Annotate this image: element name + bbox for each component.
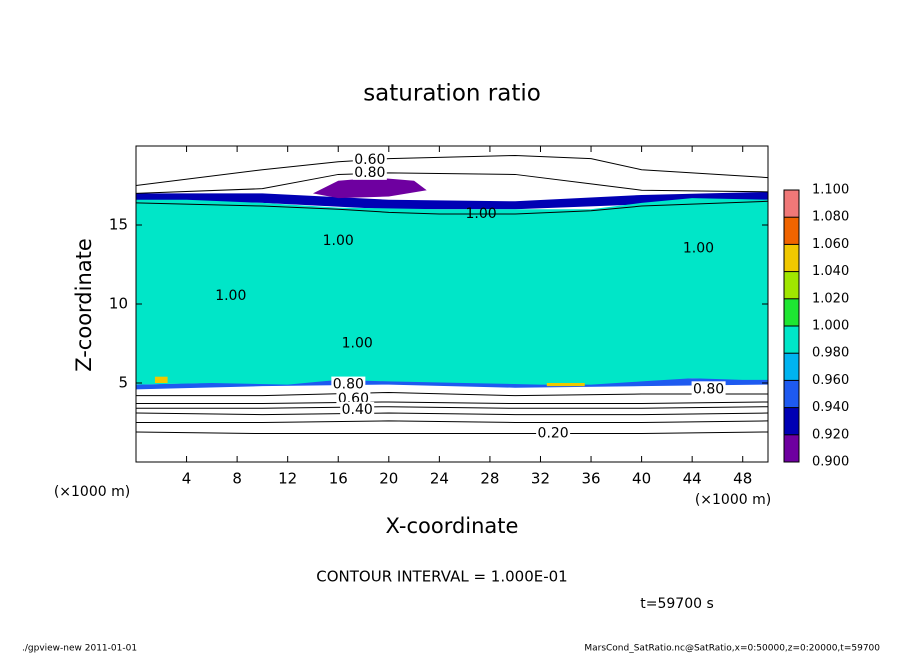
y-tick-label: 15 (109, 216, 128, 234)
colorbar-tick-label: 1.100 (812, 183, 849, 198)
contour-label-bg (331, 376, 366, 392)
shaded-region (136, 191, 768, 210)
contour-label: 1.00 (215, 288, 246, 304)
contour-line (136, 406, 768, 409)
footer-right: MarsCond_SatRatio.nc@SatRatio,x=0:50000,… (584, 644, 880, 654)
y-axis-label: Z-coordinate (72, 238, 96, 372)
contour-line (136, 154, 768, 186)
colorbar-tick-label: 1.020 (812, 291, 849, 306)
contour-label-bg (536, 425, 571, 441)
x-unit-right: (×1000 m) (695, 492, 771, 508)
x-tick-label: 28 (480, 470, 499, 488)
x-tick-label: 4 (182, 470, 192, 488)
colorbar-bin (784, 407, 799, 435)
contour-label-bg (691, 381, 726, 397)
contour-label: 1.00 (342, 336, 373, 352)
contour-label: 0.20 (538, 426, 569, 442)
contour-label: 1.00 (465, 206, 496, 222)
colorbar-bin (784, 298, 799, 326)
colorbar-bin (784, 217, 799, 245)
contour-line (136, 420, 768, 423)
x-tick-label: 24 (430, 470, 449, 488)
contour-label: 0.80 (333, 377, 364, 393)
colorbar-tick-label: 0.920 (812, 427, 849, 442)
colorbar-tick-label: 1.000 (812, 319, 849, 334)
x-tick-label: 44 (683, 470, 702, 488)
colorbar-tick-label: 1.040 (812, 264, 849, 279)
x-tick-label: 16 (329, 470, 348, 488)
colorbar-bin (784, 326, 799, 354)
x-tick-label: 32 (531, 470, 550, 488)
contour-line (136, 172, 768, 194)
x-tick-label: 8 (232, 470, 242, 488)
contour-line (136, 200, 768, 215)
chart-title: saturation ratio (363, 81, 541, 107)
field: 0.600.801.001.001.001.001.000.800.600.40… (136, 152, 768, 442)
colorbar-bin (784, 271, 799, 299)
x-tick-label: 48 (733, 470, 752, 488)
contour-line (136, 431, 768, 435)
shaded-region (154, 376, 168, 383)
colorbar-tick-label: 0.980 (812, 346, 849, 361)
colorbar-bin (784, 353, 799, 381)
colorbar-tick-label: 0.900 (812, 455, 849, 470)
contour-line (136, 401, 768, 405)
contour-label: 1.00 (323, 233, 354, 249)
contour-line (136, 412, 768, 416)
colorbar-bin (784, 434, 799, 462)
contour-label: 0.40 (342, 402, 373, 418)
shaded-region (312, 177, 427, 199)
plot-area: 0.600.801.001.001.001.001.000.800.600.40… (109, 145, 849, 488)
x-tick-label: 20 (379, 470, 398, 488)
contour-line (136, 391, 768, 397)
contour-interval: CONTOUR INTERVAL = 1.000E-01 (316, 568, 567, 586)
colorbar-tick-label: 0.940 (812, 400, 849, 415)
colorbar-tick-label: 1.060 (812, 237, 849, 252)
colorbar-bin (784, 380, 799, 408)
colorbar-bin (784, 244, 799, 272)
x-axis-label: X-coordinate (386, 514, 519, 538)
x-unit-left: (×1000 m) (54, 484, 130, 500)
y-tick-label: 10 (109, 295, 128, 313)
contour-label: 1.00 (683, 241, 714, 257)
colorbar-tick-label: 0.960 (812, 373, 849, 388)
contour-label-bg (352, 152, 387, 168)
time-label: t=59700 s (640, 596, 714, 612)
contour-label-bg (352, 164, 387, 180)
colorbar-bin (784, 190, 799, 218)
contour-label: 0.80 (693, 381, 724, 397)
contour-label-bg (340, 401, 375, 417)
colorbar-tick-label: 1.080 (812, 210, 849, 225)
x-tick-label: 12 (278, 470, 297, 488)
y-tick-label: 5 (118, 374, 128, 392)
contour-label: 0.80 (354, 165, 385, 181)
contour-label: 0.60 (354, 152, 385, 168)
footer-left: ./gpview-new 2011-01-01 (22, 644, 137, 654)
shaded-region (136, 198, 768, 385)
x-tick-label: 36 (581, 470, 600, 488)
x-tick-label: 40 (632, 470, 651, 488)
shaded-region (546, 383, 585, 387)
